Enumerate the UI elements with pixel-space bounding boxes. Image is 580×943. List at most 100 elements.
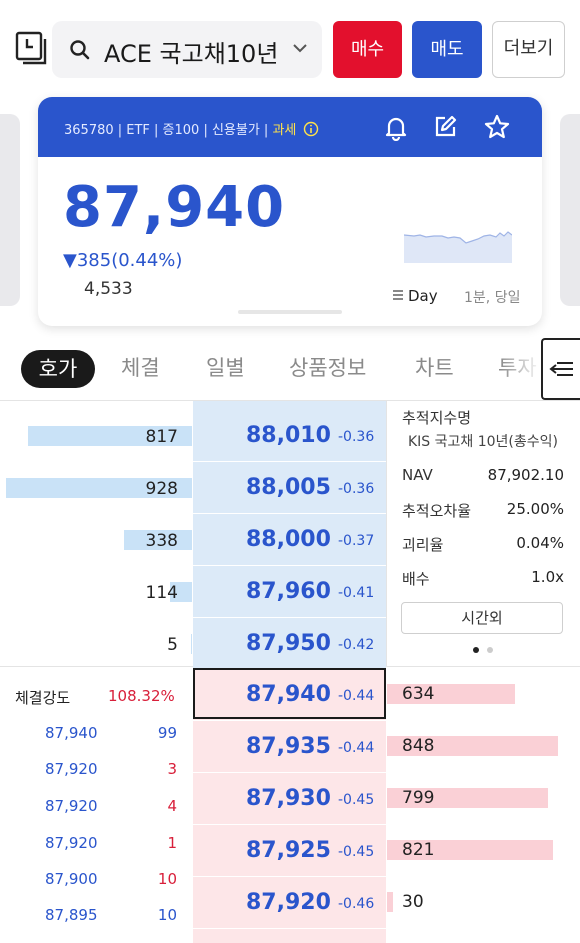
bid-row[interactable]: 87,930 -0.45 799 <box>0 773 580 825</box>
ask-change: -0.36 <box>338 429 375 445</box>
ask-change: -0.41 <box>338 585 375 601</box>
history-clock-icon[interactable] <box>14 30 50 68</box>
bid-row-bg <box>193 825 386 876</box>
chart-interval-selector[interactable]: Day <box>392 287 438 305</box>
trade-qty: 10 <box>157 906 177 924</box>
trade-price: 87,920 <box>45 834 98 852</box>
menu-lines-icon <box>393 290 403 300</box>
ask-qty: 114 <box>145 583 178 603</box>
stock-search-box[interactable]: ACE 국고채10년 <box>52 21 322 78</box>
bid-change: -0.44 <box>338 688 375 704</box>
card-handle[interactable] <box>238 310 342 314</box>
divergence-value: 0.04% <box>516 534 564 552</box>
ask-row[interactable]: 5 87,950 -0.42 <box>0 618 580 670</box>
bell-icon[interactable] <box>382 113 410 141</box>
bid-qty: 634 <box>402 684 435 704</box>
tab-trades[interactable]: 체결 <box>121 356 160 380</box>
bid-price: 87,935 <box>246 734 331 759</box>
ask-qty-bar <box>124 530 192 550</box>
section-divider <box>386 666 580 667</box>
bid-qty-bar <box>387 684 515 704</box>
ask-price: 88,005 <box>246 475 331 500</box>
ask-row-bg <box>193 410 386 461</box>
tab-fade <box>500 338 542 400</box>
next-card-peek[interactable] <box>560 114 580 306</box>
buy-button[interactable]: 매수 <box>333 21 402 78</box>
bid-price: 87,940 <box>246 682 331 707</box>
trade-price: 87,920 <box>45 760 98 778</box>
collapse-menu-icon <box>549 362 573 376</box>
more-button[interactable]: 더보기 <box>492 21 565 78</box>
multiple-label: 배수 <box>402 570 430 588</box>
side-menu-toggle[interactable] <box>541 338 580 400</box>
current-price: 87,940 <box>63 175 286 240</box>
tab-product-info[interactable]: 상품정보 <box>289 356 367 380</box>
quote-card: 365780 | ETF | 증100 | 신용불가 | 과세 87,940 ▼… <box>38 97 542 326</box>
chevron-down-icon[interactable] <box>292 42 308 54</box>
index-title: 추적지수명 <box>402 409 472 427</box>
ask-qty: 928 <box>145 479 178 499</box>
day-label: Day <box>408 287 438 305</box>
divergence-label: 괴리율 <box>402 536 444 554</box>
page-dot-active[interactable] <box>473 647 479 653</box>
star-icon[interactable] <box>483 113 511 141</box>
tracking-error-label: 추적오차율 <box>402 502 472 520</box>
section-divider <box>0 666 193 667</box>
prev-card-peek[interactable] <box>0 114 20 306</box>
bid-qty: 799 <box>402 788 435 808</box>
order-book: 817 88,010 -0.36 928 88,005 -0.36 338 88… <box>0 401 580 943</box>
page-dot[interactable] <box>487 647 493 653</box>
bid-price: 87,920 <box>246 890 331 915</box>
bid-row[interactable]: 87,940 -0.44 634 <box>0 669 580 721</box>
edit-icon[interactable] <box>431 113 459 141</box>
ask-change: -0.42 <box>338 637 375 653</box>
ask-qty: 5 <box>167 635 178 655</box>
ask-row[interactable]: 928 88,005 -0.36 <box>0 462 580 514</box>
bid-row[interactable]: 87,920 -0.46 30 <box>0 877 580 929</box>
ask-change: -0.36 <box>338 481 375 497</box>
trade-price: 87,900 <box>45 870 98 888</box>
bid-row[interactable]: 87,925 -0.45 821 <box>0 825 580 877</box>
ask-qty-bar <box>170 582 192 602</box>
bid-row[interactable]: 87,935 -0.44 848 <box>0 721 580 773</box>
trade-strength-label: 체결강도 <box>15 689 71 707</box>
tab-orderbook[interactable]: 호가 <box>21 350 95 388</box>
ask-row-bg <box>193 514 386 565</box>
bid-row-bg <box>193 877 386 928</box>
trade-volume: 4,533 <box>84 279 133 299</box>
tab-divider <box>0 400 580 401</box>
ask-price: 88,000 <box>246 527 331 552</box>
stock-name: ACE 국고채10년 <box>104 40 279 68</box>
trade-qty: 99 <box>157 724 177 742</box>
ask-row[interactable]: 114 87,960 -0.41 <box>0 566 580 618</box>
bid-qty: 821 <box>402 840 435 860</box>
trade-price: 87,895 <box>45 906 98 924</box>
trade-price: 87,940 <box>45 724 98 742</box>
trade-qty: 10 <box>157 870 177 888</box>
trade-qty: 1 <box>167 834 177 852</box>
after-hours-button[interactable]: 시간외 <box>401 602 563 634</box>
bid-row-bg <box>193 669 386 720</box>
ask-row[interactable]: 338 88,000 -0.37 <box>0 514 580 566</box>
ask-change: -0.37 <box>338 533 375 549</box>
multiple-value: 1.0x <box>531 568 564 586</box>
info-icon[interactable] <box>303 121 319 137</box>
index-name: KIS 국고채 10년(총수익) <box>408 434 558 450</box>
bid-change: -0.44 <box>338 740 375 756</box>
tab-chart[interactable]: 차트 <box>415 356 454 380</box>
price-change: ▼385(0.44%) <box>63 250 183 271</box>
ask-qty-bar <box>6 478 192 498</box>
ask-row-bg <box>193 401 386 410</box>
tax-label[interactable]: 과세 <box>272 123 297 138</box>
bid-row-bg <box>193 773 386 824</box>
sell-button[interactable]: 매도 <box>412 21 482 78</box>
intraday-sparkline[interactable] <box>404 223 512 263</box>
trade-price: 87,920 <box>45 797 98 815</box>
tab-bar: 호가 체결 일별 상품정보 차트 투자 <box>0 338 580 400</box>
tab-daily[interactable]: 일별 <box>206 356 245 380</box>
bid-qty-bar <box>387 840 553 860</box>
ask-qty: 817 <box>145 427 178 447</box>
ask-row[interactable]: 817 88,010 -0.36 <box>0 410 580 462</box>
ask-qty: 338 <box>145 531 178 551</box>
ask-qty-bar <box>191 634 192 654</box>
